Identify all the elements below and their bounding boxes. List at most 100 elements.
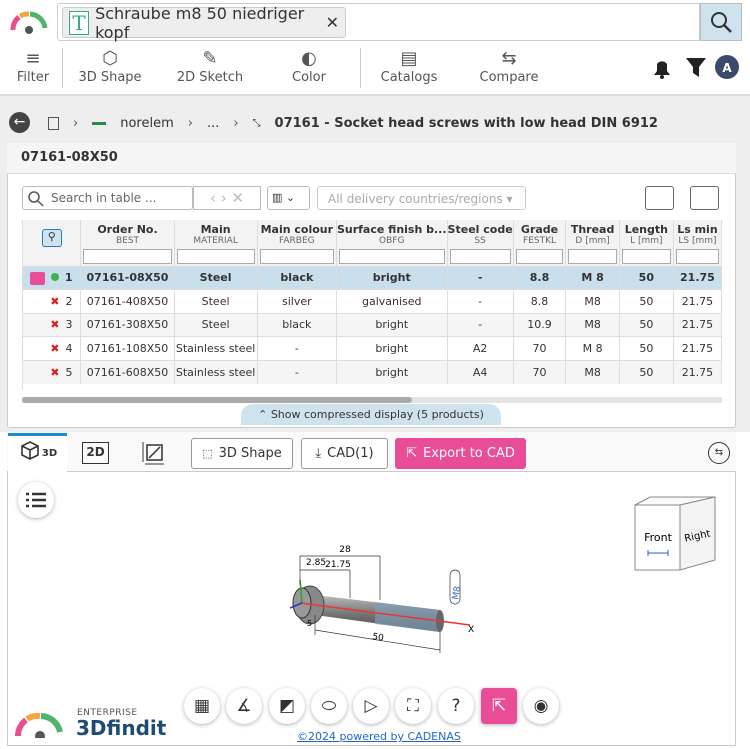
column-label: Grade: [520, 222, 559, 236]
view-cube[interactable]: Front Right: [630, 495, 720, 577]
table-cell: -: [447, 289, 514, 313]
table-cell: bright: [336, 336, 448, 360]
brand: 3Dfindit: [76, 716, 167, 740]
filter-input[interactable]: [259, 249, 334, 265]
scrollbar-thumb[interactable]: [22, 397, 412, 403]
viewer-tool[interactable]: ⛶: [395, 688, 431, 724]
cell-text: black: [280, 271, 314, 285]
viewer-tool[interactable]: ◩: [269, 688, 305, 724]
toolbar-right-icons[interactable]: A: [650, 55, 745, 81]
table-row[interactable]: ✖ 3 07161-308X50 Steel black bright -10.9 M8 50 2…: [23, 313, 722, 337]
table-search[interactable]: Search in table ...: [22, 186, 193, 210]
search-button[interactable]: [700, 3, 742, 41]
filter-input[interactable]: [621, 249, 671, 265]
collapse-button[interactable]: ⇆: [708, 442, 730, 464]
filter-cell: [80, 248, 175, 266]
toolbar-icon: ≡: [25, 48, 41, 69]
tab-3d[interactable]: 3D: [8, 433, 67, 472]
export-button[interactable]: ⇱ Export to CAD: [395, 438, 526, 469]
cell-text: 10.9: [527, 318, 552, 332]
toolbar-item[interactable]: ⇆ Compare: [464, 48, 554, 85]
viewer-tool[interactable]: ⇱: [481, 688, 517, 724]
table-cell: 50: [619, 336, 674, 360]
column-selector[interactable]: ▥ ⌄: [267, 186, 310, 210]
toolbar-label: Compare: [479, 70, 539, 85]
toolbar-item[interactable]: ✎ 2D Sketch: [165, 48, 255, 85]
viewer-tool[interactable]: ?: [438, 688, 474, 724]
viewer-tool[interactable]: ▦: [184, 688, 220, 724]
catalog-icon: ⤡: [252, 117, 261, 129]
settings-table-button[interactable]: [690, 186, 719, 210]
viewer-tool[interactable]: ∡: [226, 688, 262, 724]
chevron: ›: [233, 115, 239, 131]
table-row[interactable]: ✖ 5 07161-608X50 Stainless steel - bright A4 70…: [23, 360, 722, 384]
screw-model[interactable]: 28 21.75 2.85 5 50 M8 X: [270, 540, 490, 670]
column-header[interactable]: Main colour FARBEG: [257, 220, 337, 248]
cad-button[interactable]: ⤓ CAD(1): [301, 438, 388, 469]
table-row[interactable]: ✖ 4 07161-108X50 Stainless steel - bright A2 70…: [23, 336, 722, 360]
table-filter-icon[interactable]: ⚲: [41, 228, 62, 247]
tab-2d[interactable]: 2D: [82, 442, 109, 464]
menu-button[interactable]: [18, 482, 54, 518]
export-table-button[interactable]: [645, 186, 674, 210]
compressed-toggle[interactable]: ⌃ Show compressed display (5 products): [241, 404, 501, 425]
filter-cell: [336, 248, 448, 266]
search-box[interactable]: [57, 3, 700, 41]
viewer-tool[interactable]: ⬭: [311, 688, 347, 724]
toolbar-label: 2D Sketch: [176, 70, 244, 85]
toolbar-icon: ⇆: [501, 48, 517, 69]
toolbar-item[interactable]: ⬡ 3D Shape: [65, 48, 155, 85]
table-cell: 21.75: [673, 360, 722, 384]
cell-text: A2: [472, 341, 488, 355]
toolbar-item[interactable]: ▤ Catalogs: [364, 48, 454, 85]
table-cell: silver: [257, 289, 337, 313]
row-index-cell: ✖ 4: [23, 336, 82, 360]
table-nav[interactable]: ‹ › ✕: [193, 186, 261, 210]
cell-text: 07161-308X50: [86, 318, 169, 332]
toolbar-item[interactable]: ≡ Filter: [0, 48, 78, 85]
filter-input[interactable]: [675, 249, 719, 265]
shape-button[interactable]: ⬚ 3D Shape: [191, 438, 293, 469]
cell-text: 21.75: [681, 365, 714, 379]
column-header[interactable]: Surface finish b... OBFG: [336, 220, 448, 248]
cell-text: -: [477, 271, 483, 285]
row-index-cell: 1: [23, 266, 82, 290]
breadcrumb-item[interactable]: 07161 - Socket head screws with low head…: [274, 115, 658, 131]
tab-3d-label: 3D: [41, 448, 58, 459]
table-row[interactable]: 1 07161-08X50 Steel black bright - 8.8 M 8 50 21.…: [23, 266, 722, 290]
viewer-tool[interactable]: ◉: [523, 688, 559, 724]
filter-input[interactable]: [338, 249, 445, 265]
filter-input[interactable]: [83, 249, 172, 265]
powered-link[interactable]: ©2024 powered by CADENAS: [297, 730, 461, 743]
column-code: FARBEG: [279, 235, 315, 246]
filter-input[interactable]: [515, 249, 564, 265]
filter-input[interactable]: [449, 249, 511, 265]
column-header[interactable]: Order No. BEST: [80, 220, 175, 248]
column-header[interactable]: Grade FESTKL: [513, 220, 567, 248]
column-header[interactable]: Thread D [mm]: [565, 220, 620, 248]
measure-icon[interactable]: [140, 440, 166, 466]
filter-input[interactable]: [568, 249, 617, 265]
column-header[interactable]: Ls min LS [mm]: [673, 220, 722, 248]
table-cell: bright: [336, 360, 448, 384]
table-row[interactable]: ✖ 2 07161-408X50 Steel silver galvanised -8.8 M…: [23, 289, 722, 313]
filter-input[interactable]: [176, 249, 255, 265]
column-header[interactable]: Main MATERIAL: [174, 220, 258, 248]
table-cell: M8: [565, 313, 620, 337]
cell-text: 50: [638, 271, 654, 285]
breadcrumb-item[interactable]: norelem: [120, 115, 174, 131]
column-code: L [mm]: [630, 235, 663, 246]
remove-icon[interactable]: ✕: [325, 13, 339, 32]
column-code: LS [mm]: [678, 235, 717, 246]
column-header[interactable]: Steel code SS: [447, 220, 514, 248]
breadcrumb-item[interactable]: ...: [206, 115, 220, 131]
column-header[interactable]: Length L [mm]: [619, 220, 674, 248]
toolbar-item[interactable]: ◐ Color: [264, 48, 354, 85]
viewer-tool[interactable]: ▷: [353, 688, 389, 724]
chevron: ›: [73, 115, 79, 131]
cell-text: 8.8: [529, 271, 550, 285]
cell-text: Steel: [199, 271, 232, 285]
region-select[interactable]: All delivery countries/regions ▾: [317, 186, 526, 210]
table-cell: 8.8: [513, 289, 567, 313]
back-button[interactable]: ←: [9, 112, 30, 133]
